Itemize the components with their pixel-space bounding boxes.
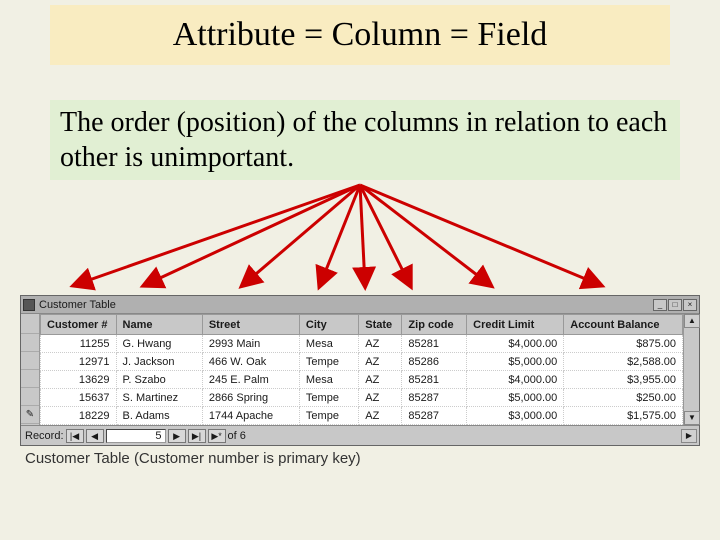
column-header[interactable]: State — [359, 315, 402, 335]
table-cell[interactable]: 466 W. Oak — [202, 353, 299, 371]
table-cell[interactable]: 85281 — [402, 335, 467, 353]
table-cell[interactable]: 85286 — [402, 353, 467, 371]
hscroll-right-icon[interactable]: ▶ — [681, 429, 697, 443]
table-cell[interactable]: Tempe — [299, 389, 358, 407]
nav-current-input[interactable]: 5 — [106, 429, 166, 443]
table-row[interactable]: 12971J. Jackson466 W. OakTempeAZ85286$5,… — [41, 353, 683, 371]
table-row[interactable]: 13629P. Szabo245 E. PalmMesaAZ85281$4,00… — [41, 371, 683, 389]
table-row[interactable]: 11255G. Hwang2993 MainMesaAZ85281$4,000.… — [41, 335, 683, 353]
table-cell[interactable]: Mesa — [299, 335, 358, 353]
figure-caption: Customer Table (Customer number is prima… — [25, 450, 361, 467]
nav-last-button[interactable]: ▶| — [188, 429, 206, 443]
record-navigator: Record: |◀ ◀ 5 ▶ ▶| ▶* of 6 ▶ — [21, 425, 699, 445]
window-title: Customer Table — [39, 299, 116, 311]
table-header-row: Customer #NameStreetCityStateZip codeCre… — [41, 315, 683, 335]
table-cell[interactable]: 1744 Apache — [202, 407, 299, 425]
table-cell[interactable]: Mesa — [299, 371, 358, 389]
table-cell[interactable]: G. Hwang — [116, 335, 202, 353]
nav-of-label: of 6 — [228, 430, 246, 442]
slide-title: Attribute = Column = Field — [173, 16, 548, 54]
table-cell[interactable]: $5,000.00 — [467, 389, 564, 407]
table-cell[interactable]: $3,000.00 — [467, 407, 564, 425]
table-cell[interactable]: AZ — [359, 353, 402, 371]
record-label: Record: — [25, 430, 64, 442]
nav-new-button[interactable]: ▶* — [208, 429, 226, 443]
window-titlebar[interactable]: Customer Table _ □ × — [21, 296, 699, 314]
table-cell[interactable]: Tempe — [299, 353, 358, 371]
table-cell[interactable]: $3,955.00 — [564, 371, 683, 389]
table-cell[interactable]: Tempe — [299, 407, 358, 425]
table-cell[interactable]: 15637 — [41, 389, 117, 407]
column-arrows — [0, 180, 720, 300]
table-cell[interactable]: $875.00 — [564, 335, 683, 353]
table-cell[interactable]: 85281 — [402, 371, 467, 389]
vertical-scrollbar[interactable]: ▲ ▼ — [683, 314, 699, 425]
table-cell[interactable]: 2866 Spring — [202, 389, 299, 407]
table-cell[interactable]: 18229 — [41, 407, 117, 425]
window-icon — [23, 299, 35, 311]
table-cell[interactable]: $250.00 — [564, 389, 683, 407]
row-selector[interactable] — [21, 334, 39, 352]
scroll-up-icon[interactable]: ▲ — [684, 314, 700, 328]
slide-subtitle: The order (position) of the columns in r… — [60, 105, 670, 175]
table-cell[interactable]: 85287 — [402, 389, 467, 407]
subtitle-box: The order (position) of the columns in r… — [50, 100, 680, 180]
minimize-button[interactable]: _ — [653, 299, 667, 311]
table-cell[interactable]: J. Jackson — [116, 353, 202, 371]
table-cell[interactable]: $4,000.00 — [467, 371, 564, 389]
table-cell[interactable]: P. Szabo — [116, 371, 202, 389]
table-cell[interactable]: 2993 Main — [202, 335, 299, 353]
table-cell[interactable]: 85287 — [402, 407, 467, 425]
table-cell[interactable]: 13629 — [41, 371, 117, 389]
table-cell[interactable]: B. Adams — [116, 407, 202, 425]
column-header[interactable]: Account Balance — [564, 315, 683, 335]
table-cell[interactable]: $1,575.00 — [564, 407, 683, 425]
table-cell[interactable]: S. Martinez — [116, 389, 202, 407]
row-selector[interactable] — [21, 388, 39, 406]
close-button[interactable]: × — [683, 299, 697, 311]
column-header[interactable]: Street — [202, 315, 299, 335]
row-selector[interactable] — [21, 370, 39, 388]
table-grid: ✎ Customer #NameStreetCityStateZip codeC… — [21, 314, 699, 425]
table-row[interactable]: 18229B. Adams1744 ApacheTempeAZ85287$3,0… — [41, 407, 683, 425]
maximize-button[interactable]: □ — [668, 299, 682, 311]
table-cell[interactable]: AZ — [359, 407, 402, 425]
table-cell[interactable]: $4,000.00 — [467, 335, 564, 353]
column-header[interactable]: Name — [116, 315, 202, 335]
nav-first-button[interactable]: |◀ — [66, 429, 84, 443]
column-header[interactable]: City — [299, 315, 358, 335]
table-cell[interactable]: 11255 — [41, 335, 117, 353]
scroll-down-icon[interactable]: ▼ — [684, 411, 700, 425]
table-body: 11255G. Hwang2993 MainMesaAZ85281$4,000.… — [41, 335, 683, 425]
row-selectors: ✎ — [21, 314, 40, 425]
column-header[interactable]: Zip code — [402, 315, 467, 335]
table-cell[interactable]: 12971 — [41, 353, 117, 371]
customer-table-window: Customer Table _ □ × ✎ Customer #NameStr… — [20, 295, 700, 446]
data-table: Customer #NameStreetCityStateZip codeCre… — [40, 314, 683, 425]
table-cell[interactable]: AZ — [359, 335, 402, 353]
table-cell[interactable]: AZ — [359, 371, 402, 389]
nav-next-button[interactable]: ▶ — [168, 429, 186, 443]
table-cell[interactable]: $5,000.00 — [467, 353, 564, 371]
column-header[interactable]: Credit Limit — [467, 315, 564, 335]
table-row[interactable]: 15637S. Martinez2866 SpringTempeAZ85287$… — [41, 389, 683, 407]
table-cell[interactable]: AZ — [359, 389, 402, 407]
row-selector[interactable]: ✎ — [21, 406, 39, 424]
table-cell[interactable]: $2,588.00 — [564, 353, 683, 371]
table-cell[interactable]: 245 E. Palm — [202, 371, 299, 389]
column-header[interactable]: Customer # — [41, 315, 117, 335]
row-selector-header[interactable] — [21, 314, 39, 334]
nav-prev-button[interactable]: ◀ — [86, 429, 104, 443]
title-box: Attribute = Column = Field — [50, 5, 670, 65]
row-selector[interactable] — [21, 352, 39, 370]
